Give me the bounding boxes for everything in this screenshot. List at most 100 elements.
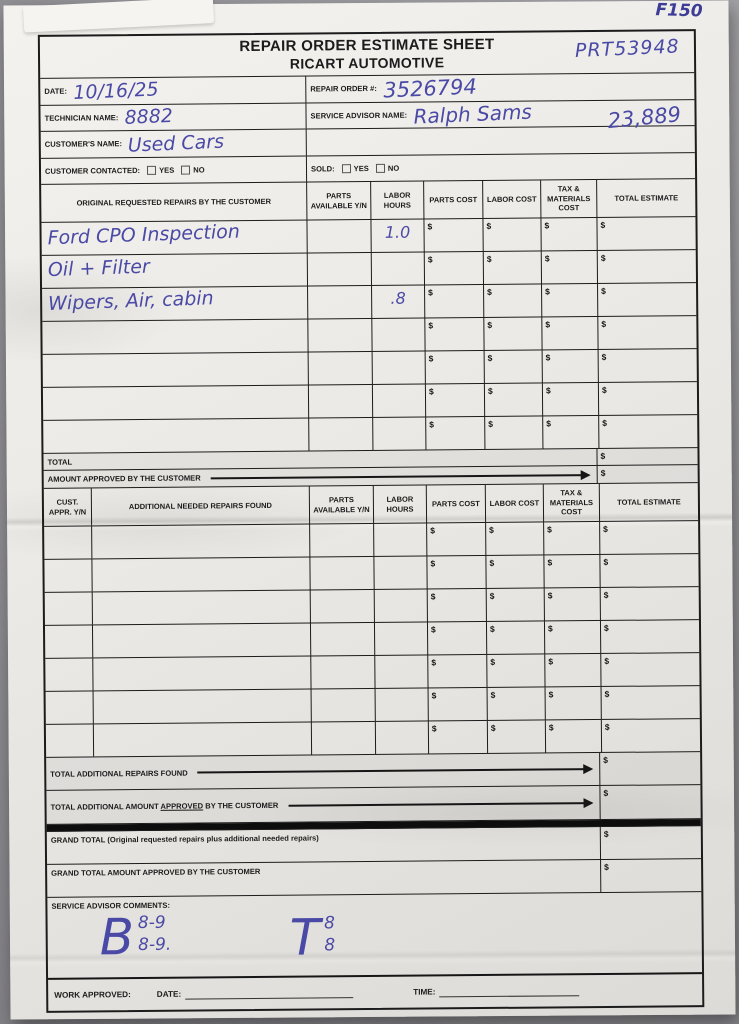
parts-available-cell — [311, 655, 376, 689]
labor-cost-cell: $ — [486, 588, 545, 621]
dollar-sign: $ — [486, 220, 492, 231]
total-estimate-cell: $ — [601, 653, 699, 686]
table2-header: CUST. APPR. Y/N ADDITIONAL NEEDED REPAIR… — [43, 483, 699, 527]
repair-order-label: REPAIR ORDER #: — [310, 84, 377, 94]
description-cell — [42, 385, 310, 420]
cust-appr-cell — [44, 625, 94, 658]
grand-total-approved-label: GRAND TOTAL AMOUNT APPROVED BY THE CUSTO… — [51, 866, 261, 878]
info-section: DATE: 10/16/25 TECHNICIAN NAME: 8882 CUS… — [40, 73, 696, 185]
cust-appr-cell — [45, 724, 95, 757]
repair-order-row: REPAIR ORDER #: 3526794 — [306, 73, 695, 104]
col-labor-cost: LABOR COST — [483, 180, 542, 218]
dollar-sign: $ — [548, 722, 554, 733]
cust-appr-cell — [45, 658, 94, 691]
table1-header: ORIGINAL REQUESTED REPAIRS BY THE CUSTOM… — [41, 179, 696, 223]
dollar-sign: $ — [431, 657, 437, 668]
labor-cost-cell: $ — [484, 383, 544, 416]
dollar-sign: $ — [428, 320, 434, 331]
dollar-sign: $ — [603, 589, 609, 600]
dollar-sign: $ — [547, 590, 553, 601]
repair-description-handwriting: Ford CPO Inspection — [47, 220, 241, 250]
labor-cost-cell: $ — [486, 621, 546, 654]
arrow-line — [197, 768, 592, 774]
repair-description-handwriting: Wipers, Air, cabin — [47, 287, 214, 315]
col-total-estimate: TOTAL ESTIMATE — [614, 193, 679, 203]
parts-cost-cell: $ — [427, 621, 488, 655]
total-estimate-cell: $ — [599, 349, 697, 382]
labor-hours-cell — [374, 556, 428, 589]
parts-cost-cell: $ — [428, 720, 489, 754]
contacted-yes-label: YES — [159, 165, 175, 175]
col-parts-cost: PARTS COST — [424, 180, 484, 219]
parts-cost-cell: $ — [424, 251, 485, 285]
dollar-sign: $ — [604, 655, 610, 666]
total-estimate-cell: $ — [598, 250, 696, 283]
dollar-sign: $ — [601, 318, 607, 329]
total-additional-approved-row: TOTAL ADDITIONAL AMOUNT APPROVED BY THE … — [46, 785, 701, 825]
tax-materials-cell: $ — [545, 686, 602, 720]
service-advisor-value-handwriting: Ralph Sams — [412, 99, 532, 129]
dollar-sign: $ — [547, 524, 552, 535]
total-estimate-cell: $ — [599, 382, 697, 415]
description-cell — [93, 722, 313, 757]
repair-order-form: REPAIR ORDER ESTIMATE SHEET RICART AUTOM… — [37, 29, 705, 1013]
date-signature-line — [185, 986, 354, 1000]
parts-cost-cell: $ — [428, 687, 488, 721]
total-label: TOTAL — [47, 457, 73, 467]
labor-hours-cell — [373, 417, 427, 450]
parts-available-cell — [310, 589, 375, 623]
table2-body: $ $ $ $ $ $ $ $ $ $ $ $ $ $ $ $ — [44, 521, 701, 758]
labor-cost-cell: $ — [487, 720, 547, 753]
technician-value-handwriting: 8882 — [123, 105, 174, 130]
repair-order-value-handwriting: 3526794 — [382, 74, 477, 103]
sold-row: SOLD: YES NO — [307, 153, 695, 182]
col-parts-available: PARTS AVAILABLE Y/N — [309, 485, 375, 524]
dollar-sign: $ — [430, 624, 436, 635]
dollar-sign: $ — [490, 722, 496, 733]
dollar-sign: $ — [486, 253, 492, 264]
vehicle-note-handwriting: F150 — [655, 0, 703, 22]
arrow-line — [288, 801, 592, 807]
tax-materials-cell: $ — [544, 521, 601, 555]
date-value-handwriting: 10/16/25 — [72, 78, 159, 104]
parts-cost-cell: $ — [427, 522, 487, 556]
parts-available-cell — [308, 351, 373, 385]
labor-hours-cell — [374, 589, 428, 622]
labor-hours-cell — [372, 384, 427, 417]
dollar-sign: $ — [427, 221, 433, 232]
dollar-sign: $ — [489, 590, 495, 601]
col-original-repairs: ORIGINAL REQUESTED REPAIRS BY THE CUSTOM… — [41, 182, 308, 222]
labor-cost-cell: $ — [484, 350, 543, 383]
dollar-sign: $ — [603, 787, 609, 798]
parts-available-cell — [310, 556, 375, 590]
parts-available-cell — [308, 318, 373, 352]
tax-materials-cell: $ — [544, 587, 601, 621]
dollar-sign: $ — [488, 418, 494, 429]
dollar-sign: $ — [603, 556, 609, 567]
amount-approved-cell: $ — [596, 465, 698, 484]
description-cell — [93, 689, 312, 724]
labor-cost-cell: $ — [486, 555, 545, 588]
col-total-estimate: TOTAL ESTIMATE — [617, 497, 681, 507]
comment-handwriting-b: B 8-9 8-9. — [99, 908, 172, 967]
customer-contacted-row: CUSTOMER CONTACTED: YES NO — [41, 156, 306, 184]
tax-materials-cell: $ — [543, 415, 600, 449]
dollar-sign: $ — [547, 557, 553, 568]
description-cell — [92, 590, 311, 625]
parts-cost-cell: $ — [425, 383, 486, 417]
labor-hours-cell: 1.0 — [371, 219, 425, 252]
table1-body: Ford CPO Inspection 1.0 $ $ $ $ Oil + Fi… — [41, 217, 698, 454]
dollar-sign: $ — [548, 656, 554, 667]
dollar-sign: $ — [490, 689, 496, 700]
parts-cost-cell: $ — [425, 284, 485, 318]
dollar-sign: $ — [545, 385, 551, 396]
contacted-no-label: NO — [193, 165, 205, 175]
tax-materials-cell: $ — [542, 382, 600, 416]
dollar-sign: $ — [604, 861, 609, 872]
dollar-sign: $ — [545, 319, 551, 330]
labor-cost-cell: $ — [485, 416, 544, 449]
sold-yes-label: YES — [353, 163, 369, 173]
dollar-sign: $ — [547, 623, 553, 634]
sold-no-checkbox — [375, 164, 385, 174]
